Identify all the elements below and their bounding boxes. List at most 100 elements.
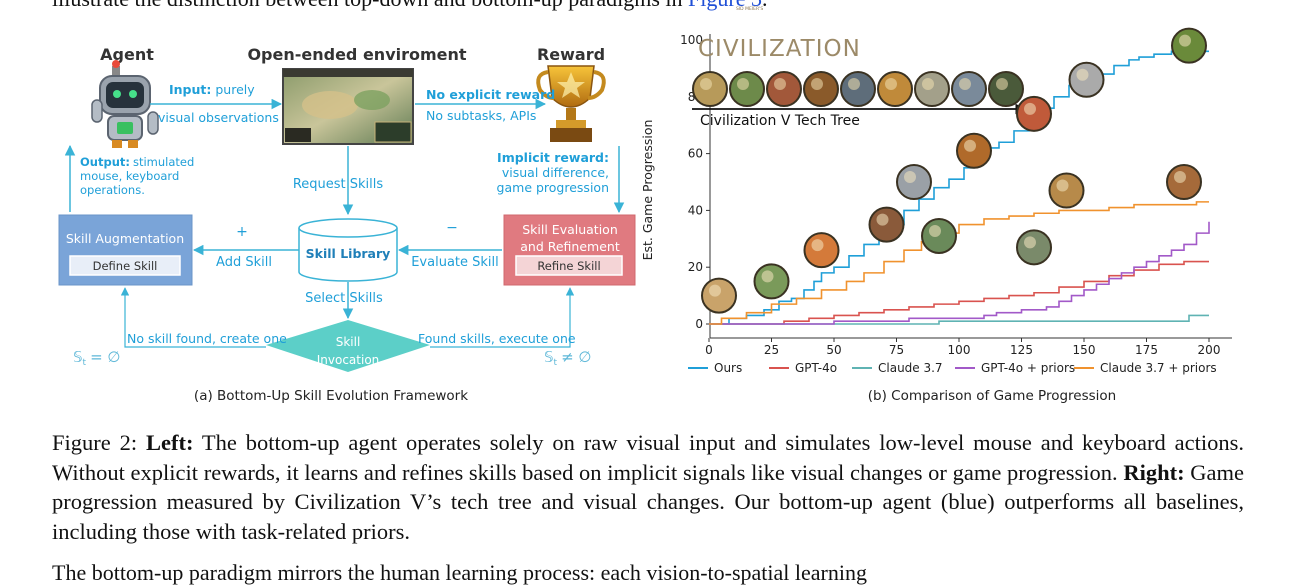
framework-diagram: Agent Open-ended enviroment Reward [58,45,636,404]
series-line-2 [709,314,1209,325]
skill-augmentation-box: Skill Augmentation Define Skill [58,214,193,286]
x-tick-label: 200 [1198,343,1221,357]
evaluate-skill-label: Evaluate Skill [411,255,499,270]
x-tick-label: 125 [1010,343,1033,357]
figure-link[interactable]: Figure 3 [688,0,762,11]
empty-set-condition: 𝕊t = ∅ [73,348,120,368]
tech-icon-highlight [737,78,749,90]
y-tick-label: 0 [695,317,703,331]
milestone-icon [701,277,737,314]
caption-left-text: The bottom-up agent operates solely on r… [52,430,1244,485]
y-tick-label: 20 [688,260,703,274]
milestone-icon-highlight [904,171,916,183]
tech-icon-highlight [922,78,934,90]
skill-library-label: Skill Library [306,246,391,261]
milestone-icon [1048,172,1085,209]
robot-icon [91,60,159,148]
milestone-icon-highlight [1056,179,1069,192]
milestone-icon [803,232,840,269]
invocation-line2: Invocation [317,353,380,367]
top-line-text: illustrate the distinction between top-d… [52,0,688,11]
found-skills-label: Found skills, execute one [418,331,576,346]
tech-icon-highlight [959,78,971,90]
tech-icon-highlight [774,78,786,90]
tech-icon-highlight [996,78,1008,90]
legend-entry: Claude 3.7 [878,361,943,375]
tech-icon [729,71,765,107]
skill-invocation-diamond: Skill Invocation [266,320,430,372]
x-tick-label: 175 [1135,343,1158,357]
milestone-icon-highlight [929,224,941,237]
milestone-icon [896,164,932,200]
y-tick-label: 40 [688,203,703,217]
body-text-line-top: illustrate the distinction between top-d… [52,0,768,12]
x-tick-label: 50 [826,343,841,357]
milestone-icon-highlight [761,270,774,283]
game-screenshot-image [282,68,414,145]
civ-logo: CIVILIZATION [698,36,861,62]
no-reward-label: No explicit reward [426,87,555,102]
no-skill-found-label: No skill found, create one [127,331,287,346]
top-line-tail: . [762,0,768,11]
implicit-reward-line3: game progression [497,180,609,195]
env-label: Open-ended enviroment [247,45,466,64]
milestone-icon-highlight [1179,34,1191,47]
refine-skill-label: Refine Skill [537,259,600,273]
milestone-icon-highlight [964,139,976,152]
define-skill-label: Define Skill [93,259,158,273]
input-annotation: Input: purely [169,82,255,97]
civ-logo-small: SID MEIER'S [736,6,763,12]
tech-icon [692,71,728,107]
output-annotation-line2: mouse, keyboard [80,169,179,183]
nonempty-set-condition: 𝕊t ≠ ∅ [544,348,591,368]
request-skills-label: Request Skills [293,177,384,192]
input-annotation-line2: visual observations [158,110,279,125]
milestone-icon-highlight [1024,236,1036,249]
tech-icon [951,71,987,107]
legend-entry: Ours [714,361,742,375]
output-annotation-line3: operations. [80,183,145,197]
skill-evaluation-box: Skill Evaluation and Refinement Refine S… [503,214,636,286]
no-subtasks-label: No subtasks, APIs [426,108,536,123]
implicit-reward-line2: visual difference, [502,165,609,180]
tech-icon [877,71,913,107]
milestone-icon-highlight [1024,102,1036,115]
milestone-icon-highlight [1076,68,1089,81]
series-line-1 [709,260,1209,325]
caption-label: Figure 2: [52,430,146,455]
body-text-line-bottom: The bottom-up paradigm mirrors the human… [52,560,867,585]
trophy-icon [536,65,606,142]
framework-caption: (a) Bottom-Up Skill Evolution Framework [194,388,468,404]
output-annotation: Output: stimulated [80,155,194,169]
legend-entry: GPT-4o + priors [981,361,1075,375]
caption-right-bold: Right: [1123,459,1185,485]
create-skill-arrow [120,287,266,348]
tech-icon-row [692,71,1024,107]
x-tick-label: 75 [889,343,904,357]
tech-icon-highlight [885,78,897,90]
milestone-icon-highlight [709,284,721,297]
milestone-icon-highlight [811,239,824,252]
add-skill-label: Add Skill [216,255,272,270]
tech-icon-highlight [848,78,860,90]
tech-icon [803,71,839,107]
skill-evaluation-title-line2: and Refinement [520,239,620,254]
milestone-icon-highlight [876,213,889,226]
y-tick-label: 60 [688,147,703,161]
skill-augmentation-title: Skill Augmentation [66,231,184,246]
milestone-icon [753,263,790,300]
milestone-icons [701,27,1207,314]
y-axis-label: Est. Game Progression [640,120,655,261]
milestone-icon [921,217,957,254]
skill-evaluation-title: Skill Evaluation [522,222,618,237]
tech-icon-highlight [811,78,823,90]
figure-caption: Figure 2: Left: The bottom-up agent oper… [52,428,1244,546]
x-tick-label: 0 [705,343,713,357]
x-tick-label: 100 [948,343,971,357]
execute-skill-arrow [430,287,575,348]
invocation-line1: Skill [336,335,361,349]
caption-right-text: Game progression measured by Civilizatio… [52,459,1244,544]
tech-icon [988,71,1024,107]
series-line-4 [709,201,1209,325]
legend-entry: GPT-4o [795,361,837,375]
